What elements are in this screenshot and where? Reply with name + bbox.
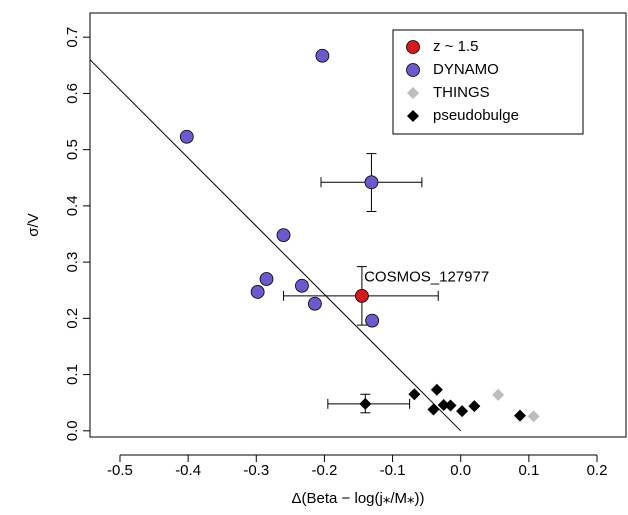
point — [468, 400, 481, 413]
point — [364, 175, 379, 190]
point — [444, 399, 457, 412]
fit-line — [89, 59, 462, 432]
point — [295, 278, 309, 293]
y-tick-label: 0.2 — [64, 308, 81, 329]
point — [315, 48, 330, 63]
y-tick-label: 0.7 — [64, 27, 81, 48]
y-tick-label: 0.5 — [64, 139, 81, 160]
x-tick-label: 0.2 — [587, 462, 608, 479]
legend-marker — [406, 63, 420, 77]
point — [437, 398, 450, 411]
point — [250, 285, 265, 299]
point — [259, 272, 274, 286]
legend-marker — [406, 40, 420, 54]
point — [456, 405, 469, 418]
point — [427, 403, 440, 416]
point — [492, 388, 505, 401]
point — [365, 313, 380, 328]
annotation: COSMOS_127977 — [364, 268, 489, 285]
legend-label: THINGS — [433, 84, 490, 101]
x-tick-label: -0.2 — [311, 462, 337, 479]
x-tick-label: -0.3 — [243, 462, 269, 479]
x-tick-label: -0.4 — [175, 462, 201, 479]
y-tick-label: 0.1 — [64, 364, 81, 385]
x-axis-label: Δ(Beta − log(j⁎/M⁎)) — [292, 490, 425, 507]
x-tick-label: -0.1 — [380, 462, 406, 479]
point — [408, 388, 421, 401]
point — [276, 228, 291, 243]
y-tick-label: 0.4 — [64, 195, 81, 216]
legend-label: z ~ 1.5 — [433, 38, 478, 55]
x-tick-label: 0.1 — [518, 462, 539, 479]
legend-label: pseudobulge — [433, 107, 519, 124]
y-axis-label: σ/V — [25, 213, 42, 236]
legend-label: DYNAMO — [433, 61, 499, 78]
point — [527, 410, 540, 423]
y-tick-label: 0.0 — [64, 420, 81, 441]
point — [359, 397, 372, 410]
x-tick-label: 0.0 — [450, 462, 471, 479]
point — [514, 409, 527, 422]
point — [179, 129, 194, 144]
point — [355, 288, 369, 303]
point — [430, 383, 443, 396]
legend-marker — [407, 87, 419, 99]
legend-marker — [407, 110, 419, 122]
x-tick-label: -0.5 — [107, 462, 133, 479]
legend-box — [392, 29, 584, 135]
y-tick-label: 0.6 — [64, 83, 81, 104]
point — [307, 296, 322, 311]
y-tick-label: 0.3 — [64, 252, 81, 273]
